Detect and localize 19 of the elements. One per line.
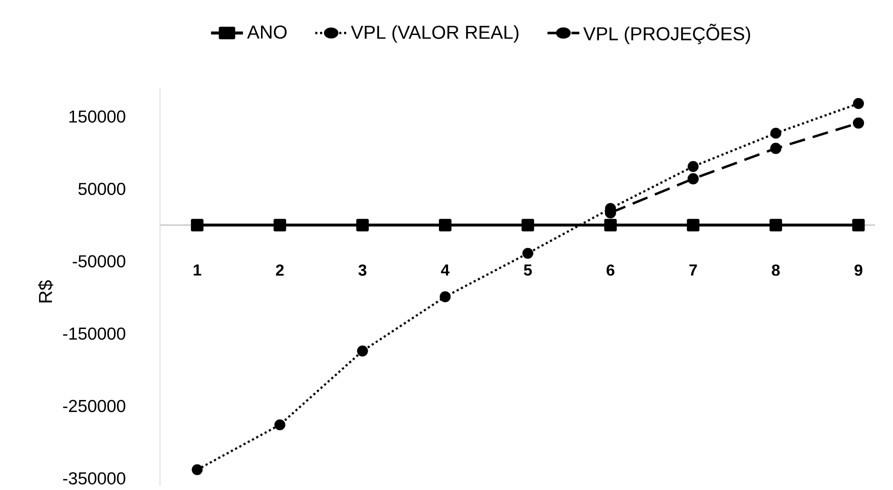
x-tick-label: 3 xyxy=(358,264,366,276)
legend-label: ANO xyxy=(247,25,287,39)
legend-label: VPL (VALOR REAL) xyxy=(350,25,518,43)
x-tick-label: 8 xyxy=(772,264,780,276)
x-tick-label: 5 xyxy=(524,264,532,276)
y-tick-label: -150000 xyxy=(63,327,126,340)
y-tick-label: -350000 xyxy=(63,472,126,484)
x-tick-label: 9 xyxy=(854,264,862,276)
y-tick-label: 50000 xyxy=(78,182,126,196)
x-tick-label: 7 xyxy=(689,264,697,276)
legend-label: VPL (PROJEÇÕES) xyxy=(583,24,750,44)
x-tick-label: 1 xyxy=(194,264,202,276)
y-tick-label: 150000 xyxy=(69,110,126,123)
x-tick-label: 2 xyxy=(276,264,284,276)
x-tick-label: 4 xyxy=(440,264,450,276)
y-axis-title: R$ xyxy=(38,280,54,302)
y-tick-label: -250000 xyxy=(63,400,126,412)
y-tick-label: -50000 xyxy=(72,255,126,268)
x-tick-label: 6 xyxy=(606,264,614,276)
